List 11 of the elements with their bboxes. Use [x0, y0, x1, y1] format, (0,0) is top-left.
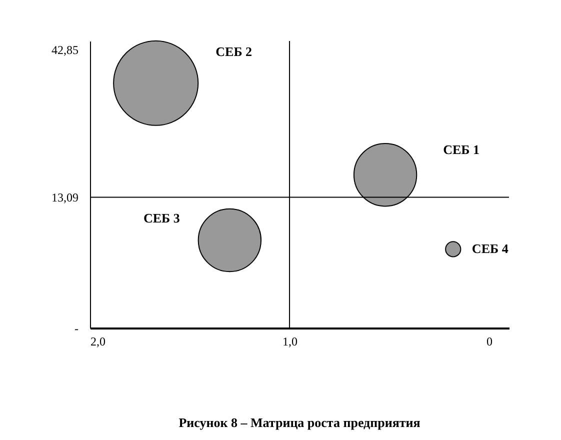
- series-label: СЕБ 2: [216, 44, 252, 60]
- x-tick-label: 2,0: [90, 334, 106, 348]
- x-tick-label: 1,0: [282, 334, 298, 348]
- text: Рисунок 8 – Матрица роста предприятия: [178, 415, 420, 430]
- y-tick-label: 42,85: [52, 43, 78, 58]
- x-tick-label: 0: [486, 334, 493, 348]
- y-tick-label: -: [74, 322, 78, 336]
- series-label: СЕБ 4: [472, 241, 509, 256]
- y-tick-label: 13,09: [52, 190, 78, 205]
- series-label: СЕБ 3: [143, 210, 180, 226]
- text: СЕБ 1: [443, 142, 480, 157]
